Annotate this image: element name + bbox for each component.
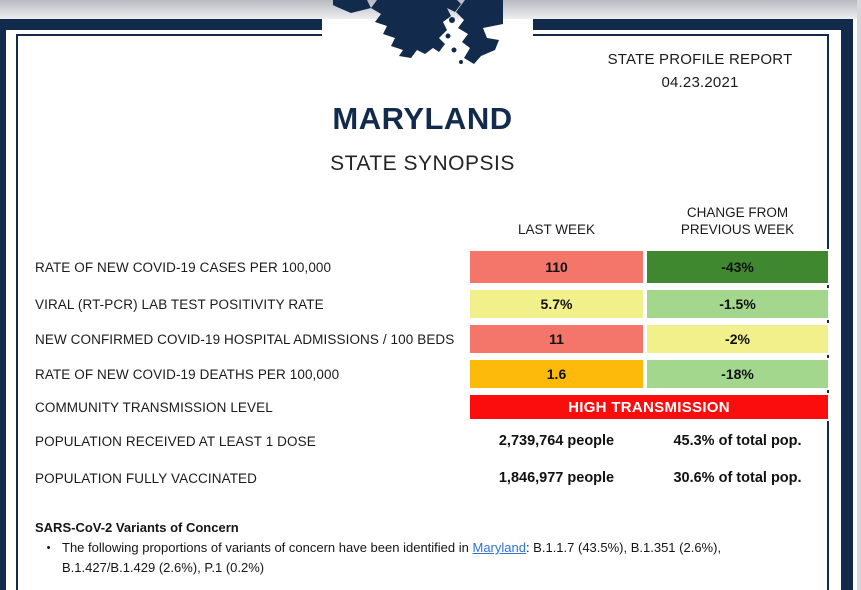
value-one-dose-count: 2,739,764 people [498, 433, 615, 449]
bullet-icon: • [46, 542, 51, 554]
value-cases-change: -43% [645, 249, 830, 285]
maryland-variants-link[interactable]: Maryland [472, 540, 526, 555]
transmission-level-badge: HIGH TRANSMISSION [468, 393, 830, 421]
frame-left-bar [0, 19, 6, 590]
report-title: STATE PROFILE REPORT [607, 51, 793, 68]
value-positivity-last-week: 5.7% [468, 288, 645, 320]
report-date: 04.23.2021 [661, 74, 739, 92]
variants-text-before-link: The following proportions of variants of… [62, 540, 473, 555]
row-label-admissions: NEW CONFIRMED COVID-19 HOSPITAL ADMISSIO… [35, 331, 455, 347]
page-title: MARYLAND [332, 101, 513, 136]
variants-bullet-item: • The following proportions of variants … [35, 538, 795, 577]
synopsis-table: LAST WEEK CHANGE FROM PREVIOUS WEEK RATE… [35, 200, 830, 495]
frame-top-line-right [533, 34, 829, 36]
frame-left-line [16, 34, 18, 590]
frame-right-bar [841, 19, 853, 590]
column-header-last-week: LAST WEEK [517, 222, 596, 238]
row-label-transmission: COMMUNITY TRANSMISSION LEVEL [35, 399, 273, 415]
frame-top-line-left [16, 34, 322, 36]
row-label-positivity: VIRAL (RT-PCR) LAB TEST POSITIVITY RATE [35, 296, 324, 312]
row-label-deaths: RATE OF NEW COVID-19 DEATHS PER 100,000 [35, 366, 340, 382]
value-deaths-change: -18% [645, 358, 830, 390]
variants-bullet-text: The following proportions of variants of… [62, 538, 762, 577]
row-label-one-dose: POPULATION RECEIVED AT LEAST 1 DOSE [35, 433, 316, 449]
variants-text-after-link: : B.1.1.7 (43.5%), B.1.351 (2.6%), B.1.4… [62, 540, 722, 575]
value-fully-vaccinated-percent: 30.6% of total pop. [673, 470, 802, 486]
value-deaths-last-week: 1.6 [468, 358, 645, 390]
value-positivity-change: -1.5% [645, 288, 830, 320]
maryland-state-icon [333, 0, 503, 64]
row-label-cases: RATE OF NEW COVID-19 CASES PER 100,000 [35, 259, 332, 275]
page-subtitle: STATE SYNOPSIS [330, 152, 515, 175]
value-cases-last-week: 110 [468, 249, 645, 285]
row-label-fully-vaccinated: POPULATION FULLY VACCINATED [35, 470, 257, 486]
value-one-dose-percent: 45.3% of total pop. [673, 433, 802, 449]
frame-top-bar-left [0, 19, 322, 30]
value-admissions-change: -2% [645, 323, 830, 355]
variants-heading: SARS-CoV-2 Variants of Concern [35, 520, 239, 535]
value-fully-vaccinated-count: 1,846,977 people [498, 470, 615, 486]
variants-section: SARS-CoV-2 Variants of Concern • The fol… [35, 520, 795, 577]
value-admissions-last-week: 11 [468, 323, 645, 355]
viewer-background-right [857, 0, 861, 590]
header-spacer [35, 200, 468, 246]
frame-top-bar-right [533, 19, 853, 30]
column-header-change: CHANGE FROM PREVIOUS WEEK [680, 205, 795, 238]
report-header: STATE PROFILE REPORT 04.23.2021 [560, 48, 840, 95]
